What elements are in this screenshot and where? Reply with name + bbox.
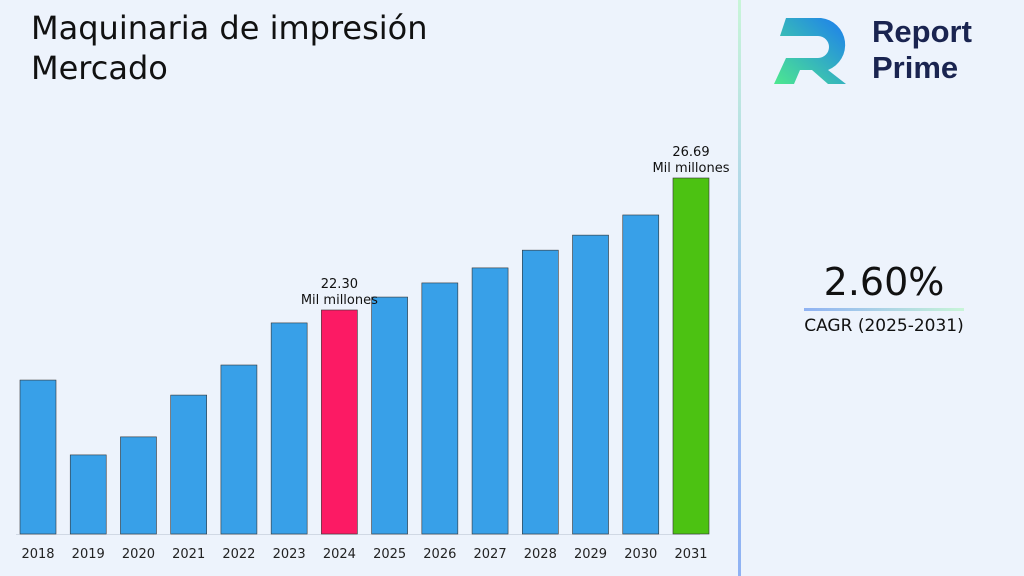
- x-tick-label: 2030: [624, 547, 657, 562]
- x-tick-label: 2019: [72, 547, 105, 562]
- cagr-label: CAGR (2025-2031): [804, 316, 964, 336]
- x-tick-label: 2025: [373, 547, 406, 562]
- report-prime-logo: Report Prime: [766, 14, 1006, 88]
- x-tick-label: 2020: [122, 547, 155, 562]
- divider: [738, 0, 741, 576]
- bar-chart: 2018 2019 2020 2021 2022 2023 2024 2025 2026 2027…: [16, 145, 730, 562]
- x-tick-label: 2024: [323, 547, 356, 562]
- x-tick-label: 2031: [674, 547, 707, 562]
- bar-2026: [421, 282, 459, 535]
- bar-2029: [572, 234, 609, 535]
- data-label-value: 26.69: [672, 145, 709, 160]
- x-tick-label: 2028: [524, 547, 557, 562]
- logo-text-prime: Prime: [872, 50, 959, 85]
- bar-2027: [471, 267, 509, 535]
- bar-2024: [321, 309, 358, 535]
- bar-2031: [672, 177, 710, 535]
- bar-2020: [120, 436, 157, 535]
- data-label-unit: Mil millones: [652, 161, 729, 176]
- bar-2018: [19, 379, 57, 535]
- logo-icon: [774, 18, 846, 84]
- cagr-underline: [804, 308, 964, 311]
- bar-2019: [69, 454, 107, 535]
- x-tick-label: 2027: [474, 547, 507, 562]
- bar-2022: [220, 364, 258, 535]
- x-tick-label: 2026: [423, 547, 456, 562]
- bar-2030: [622, 214, 660, 535]
- chart-title: Maquinaria de impresión Mercado: [31, 9, 428, 87]
- x-tick-label: 2022: [222, 547, 255, 562]
- data-label-unit: Mil millones: [301, 293, 378, 308]
- cagr-value: 2.60%: [823, 260, 945, 304]
- bar-2025: [371, 296, 408, 535]
- x-tick-label: 2029: [574, 547, 607, 562]
- x-tick-label: 2018: [21, 547, 54, 562]
- logo-text-report: Report: [872, 14, 972, 49]
- bar-2028: [521, 249, 559, 535]
- bar-2021: [170, 394, 207, 535]
- x-tick-label: 2021: [172, 547, 205, 562]
- data-label-value: 22.30: [321, 277, 358, 292]
- bar-2023: [270, 322, 308, 535]
- x-tick-label: 2023: [273, 547, 306, 562]
